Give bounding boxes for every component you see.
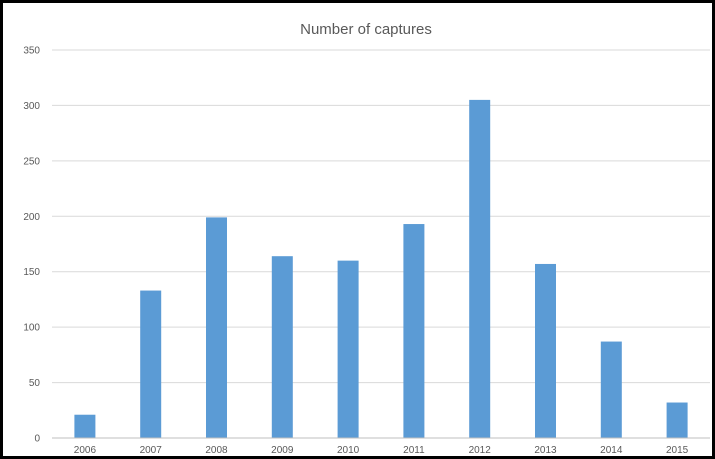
bar-2006 [74,414,96,438]
y-tick-label: 150 [23,267,40,278]
bar-2009 [271,256,293,438]
x-tick-label: 2014 [600,445,623,456]
bar-2015 [666,402,688,438]
y-tick-label: 350 [23,46,40,57]
y-tick-label: 50 [29,378,41,389]
x-tick-label: 2012 [469,445,492,456]
gridlines [52,49,710,384]
x-tick-label: 2009 [271,445,294,456]
x-tick-label: 2013 [534,445,557,456]
x-tick-label: 2008 [205,445,228,456]
x-axis-ticks: 2006 2007 2008 2009 2010 2011 2012 2013 2014 2015 [74,445,689,456]
x-tick-label: 2010 [337,445,360,456]
bar-2012 [469,99,491,438]
y-tick-label: 250 [23,156,40,167]
bar-2007 [140,290,162,438]
y-tick-label: 300 [23,101,40,112]
x-tick-label: 2015 [666,445,689,456]
bar-2008 [206,217,227,438]
y-tick-label: 100 [23,323,40,334]
x-tick-label: 2011 [403,445,425,456]
bar-2013 [535,263,556,438]
y-axis-ticks: 0 50 100 150 200 250 300 350 [23,46,40,445]
bar-2014 [600,341,622,438]
bar-2011 [403,224,425,438]
y-tick-label: 200 [23,212,40,223]
x-tick-label: 2006 [74,445,97,456]
bars [74,99,688,438]
y-tick-label: 0 [34,434,40,445]
bar-2010 [337,260,359,438]
x-tick-label: 2007 [140,445,163,456]
chart-title: Number of captures [300,21,432,38]
